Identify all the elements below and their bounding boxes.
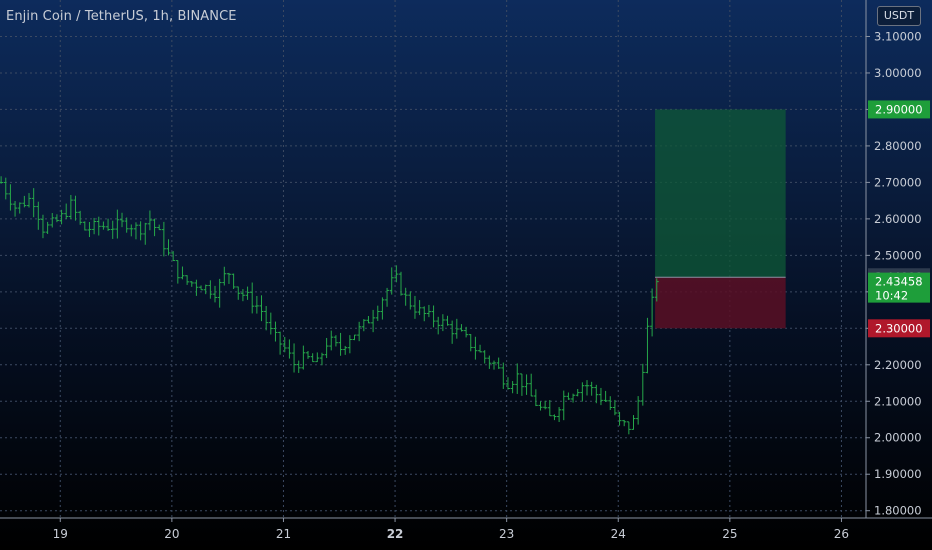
x-tick-label: 23 bbox=[499, 527, 514, 541]
y-tick-label: 2.70000 bbox=[874, 175, 922, 189]
target-price-label bbox=[868, 100, 930, 119]
y-tick-label: 1.80000 bbox=[874, 504, 922, 518]
y-tick-label: 2.80000 bbox=[874, 139, 922, 153]
x-tick-label: 22 bbox=[387, 527, 404, 541]
stop-price-label bbox=[868, 319, 930, 338]
x-tick-label: 21 bbox=[276, 527, 291, 541]
x-tick-label: 25 bbox=[722, 527, 737, 541]
chart-title: Enjin Coin / TetherUS, 1h, BINANCE bbox=[6, 9, 237, 24]
profit-target-zone[interactable] bbox=[655, 109, 786, 278]
y-tick-label: 1.90000 bbox=[874, 467, 922, 481]
y-tick-label: 2.10000 bbox=[874, 394, 922, 408]
current-price-label-text: 10:42 bbox=[875, 289, 908, 303]
x-tick-label: 19 bbox=[53, 527, 68, 541]
currency-selector[interactable]: USDT bbox=[877, 6, 921, 26]
y-tick-label: 2.00000 bbox=[874, 431, 922, 445]
y-tick-label: 2.50000 bbox=[874, 248, 922, 262]
current-price-label bbox=[868, 272, 930, 303]
stop-loss-zone[interactable] bbox=[655, 277, 786, 329]
y-tick-label: 3.00000 bbox=[874, 66, 922, 80]
current-price-label-text: 2.43458 bbox=[875, 275, 923, 289]
stop-price-label-text: 2.30000 bbox=[875, 321, 923, 335]
x-tick-label: 24 bbox=[611, 527, 626, 541]
y-tick-label: 2.60000 bbox=[874, 212, 922, 226]
target-price-label-text: 2.90000 bbox=[875, 102, 923, 116]
y-tick-label: 2.20000 bbox=[874, 358, 922, 372]
y-tick-label: 3.10000 bbox=[874, 29, 922, 43]
x-tick-label: 20 bbox=[164, 527, 179, 541]
x-tick-label: 26 bbox=[834, 527, 849, 541]
